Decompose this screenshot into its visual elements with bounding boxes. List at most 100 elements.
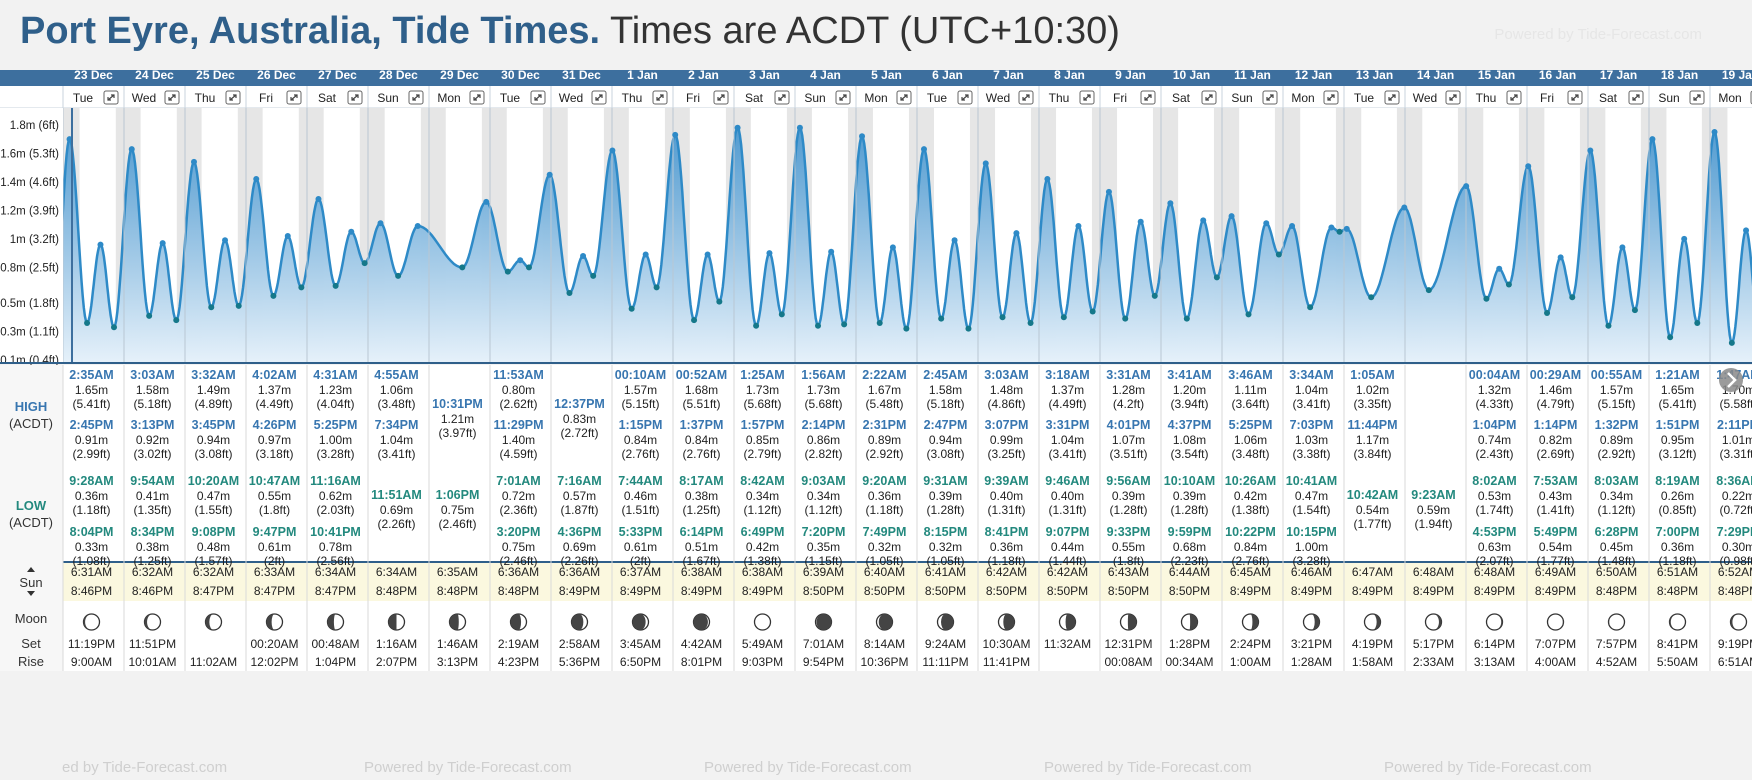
night-shade — [1152, 108, 1161, 363]
expand-icon[interactable] — [103, 90, 119, 105]
day-weekday-label: Fri — [1540, 91, 1554, 105]
expand-icon[interactable] — [591, 90, 607, 105]
low-tide-height-ft: (2ft) — [264, 554, 285, 568]
high-tide-time: 4:01PM — [1107, 418, 1151, 432]
low-tide-time: 10:41PM — [310, 525, 361, 539]
sunrise-time: 6:42AM — [1047, 565, 1088, 579]
moon-phase-icon — [82, 613, 101, 631]
moon-shadow — [144, 614, 153, 630]
moon-shadow — [327, 614, 336, 630]
day-date-label: 11 Jan — [1234, 70, 1271, 82]
expand-icon[interactable] — [774, 90, 790, 105]
low-tide-height-m: 0.53m — [1478, 489, 1511, 503]
low-tide-point — [938, 315, 945, 322]
low-tide-time: 5:33PM — [619, 525, 663, 539]
high-tide-height-ft: (2.92ft) — [865, 447, 903, 461]
sunrise-time: 6:43AM — [1108, 565, 1149, 579]
sunrise-time: 6:31AM — [71, 565, 112, 579]
day-weekday-label: Wed — [986, 91, 1010, 105]
low-tide-point — [84, 319, 91, 326]
low-tide-height-ft: (1.38ft) — [1231, 503, 1269, 517]
high-tide-point — [1200, 217, 1207, 224]
low-tide-time: 9:47PM — [253, 525, 297, 539]
low-tide-time: 8:34PM — [131, 525, 175, 539]
moonrise-time: 10:36PM — [860, 655, 908, 669]
high-tide-height-ft: (3.38ft) — [1292, 447, 1330, 461]
high-tide-point — [1328, 224, 1335, 231]
expand-arrow — [1205, 94, 1213, 101]
low-tide-height-ft: (1.48ft) — [1597, 554, 1635, 568]
low-tide-point — [1694, 319, 1701, 326]
low-tide-point — [1336, 228, 1343, 235]
sunrise-time: 6:47AM — [1352, 565, 1393, 579]
expand-icon[interactable] — [1323, 90, 1339, 105]
expand-icon[interactable] — [835, 90, 851, 105]
low-tide-height-ft: (1.18ft) — [72, 503, 110, 517]
low-tide-height-m: 1.00m — [1295, 540, 1328, 554]
expand-arrow — [839, 94, 847, 101]
expand-icon[interactable] — [1262, 90, 1278, 105]
moonset-time: 2:58AM — [559, 637, 600, 651]
low-tide-time: 8:36AM — [1716, 474, 1752, 488]
day-date-label: 5 Jan — [871, 70, 902, 82]
high-tide-height-ft: (3.64ft) — [1231, 397, 1269, 411]
high-tide-time: 00:55AM — [1591, 368, 1642, 382]
expand-icon[interactable] — [1384, 90, 1400, 105]
page-title: Port Eyre, Australia, Tide Times. Times … — [20, 10, 1120, 53]
moon-phase-icon — [1119, 613, 1138, 631]
expand-icon[interactable] — [347, 90, 363, 105]
high-tide-height-m: 0.82m — [1539, 433, 1572, 447]
expand-icon[interactable] — [1506, 90, 1522, 105]
expand-arrow — [107, 94, 115, 101]
expand-icon[interactable] — [286, 90, 302, 105]
expand-icon[interactable] — [1201, 90, 1217, 105]
sunrise-time: 6:36AM — [498, 565, 539, 579]
expand-icon[interactable] — [896, 90, 912, 105]
low-tide-point — [504, 268, 511, 275]
high-tide-height-ft: (3.84ft) — [1353, 447, 1391, 461]
expand-icon[interactable] — [1079, 90, 1095, 105]
scroll-right-button[interactable] — [1719, 368, 1743, 392]
low-tide-height-ft: (1.74ft) — [1475, 503, 1513, 517]
high-tide-point — [1463, 183, 1470, 190]
expand-icon[interactable] — [225, 90, 241, 105]
expand-icon[interactable] — [408, 90, 424, 105]
high-tide-time: 3:45PM — [192, 418, 236, 432]
high-tide-time: 1:04PM — [1473, 418, 1517, 432]
low-tide-height-m: 0.47m — [197, 489, 230, 503]
expand-arrow — [1632, 94, 1640, 101]
day-date-label: 8 Jan — [1054, 70, 1085, 82]
high-tide-time: 2:11PM — [1717, 418, 1752, 432]
high-tide-point — [315, 195, 322, 202]
high-tide-height-ft: (5.58ft) — [1719, 397, 1752, 411]
expand-icon[interactable] — [1689, 90, 1705, 105]
low-tide-height-ft: (2ft) — [630, 554, 651, 568]
moon-shadow — [941, 614, 954, 630]
expand-icon[interactable] — [713, 90, 729, 105]
sunrise-time: 6:35AM — [437, 565, 478, 579]
day-weekday-label: Mon — [864, 91, 887, 105]
expand-icon[interactable] — [530, 90, 546, 105]
high-tide-height-ft: (3.25ft) — [987, 447, 1025, 461]
moon-shadow — [449, 614, 459, 630]
expand-icon[interactable] — [164, 90, 180, 105]
low-tide-point — [525, 264, 532, 271]
expand-icon[interactable] — [957, 90, 973, 105]
expand-icon[interactable] — [652, 90, 668, 105]
low-tide-point — [270, 292, 277, 299]
high-tide-height-m: 1.67m — [868, 383, 901, 397]
high-tide-point — [546, 171, 553, 178]
high-tide-height-ft: (4.04ft) — [316, 397, 354, 411]
high-tide-point — [222, 237, 229, 244]
low-tide-point — [1307, 304, 1314, 311]
expand-icon[interactable] — [1140, 90, 1156, 105]
moonrise-time: 5:36PM — [559, 655, 600, 669]
expand-icon[interactable] — [1628, 90, 1644, 105]
expand-icon[interactable] — [469, 90, 485, 105]
day-date-label: 23 Dec — [74, 70, 113, 82]
expand-icon[interactable] — [1567, 90, 1583, 105]
high-tide-height-ft: (4.2ft) — [1113, 397, 1144, 411]
low-tide-height-m: 0.69m — [563, 540, 596, 554]
expand-icon[interactable] — [1018, 90, 1034, 105]
expand-icon[interactable] — [1445, 90, 1461, 105]
